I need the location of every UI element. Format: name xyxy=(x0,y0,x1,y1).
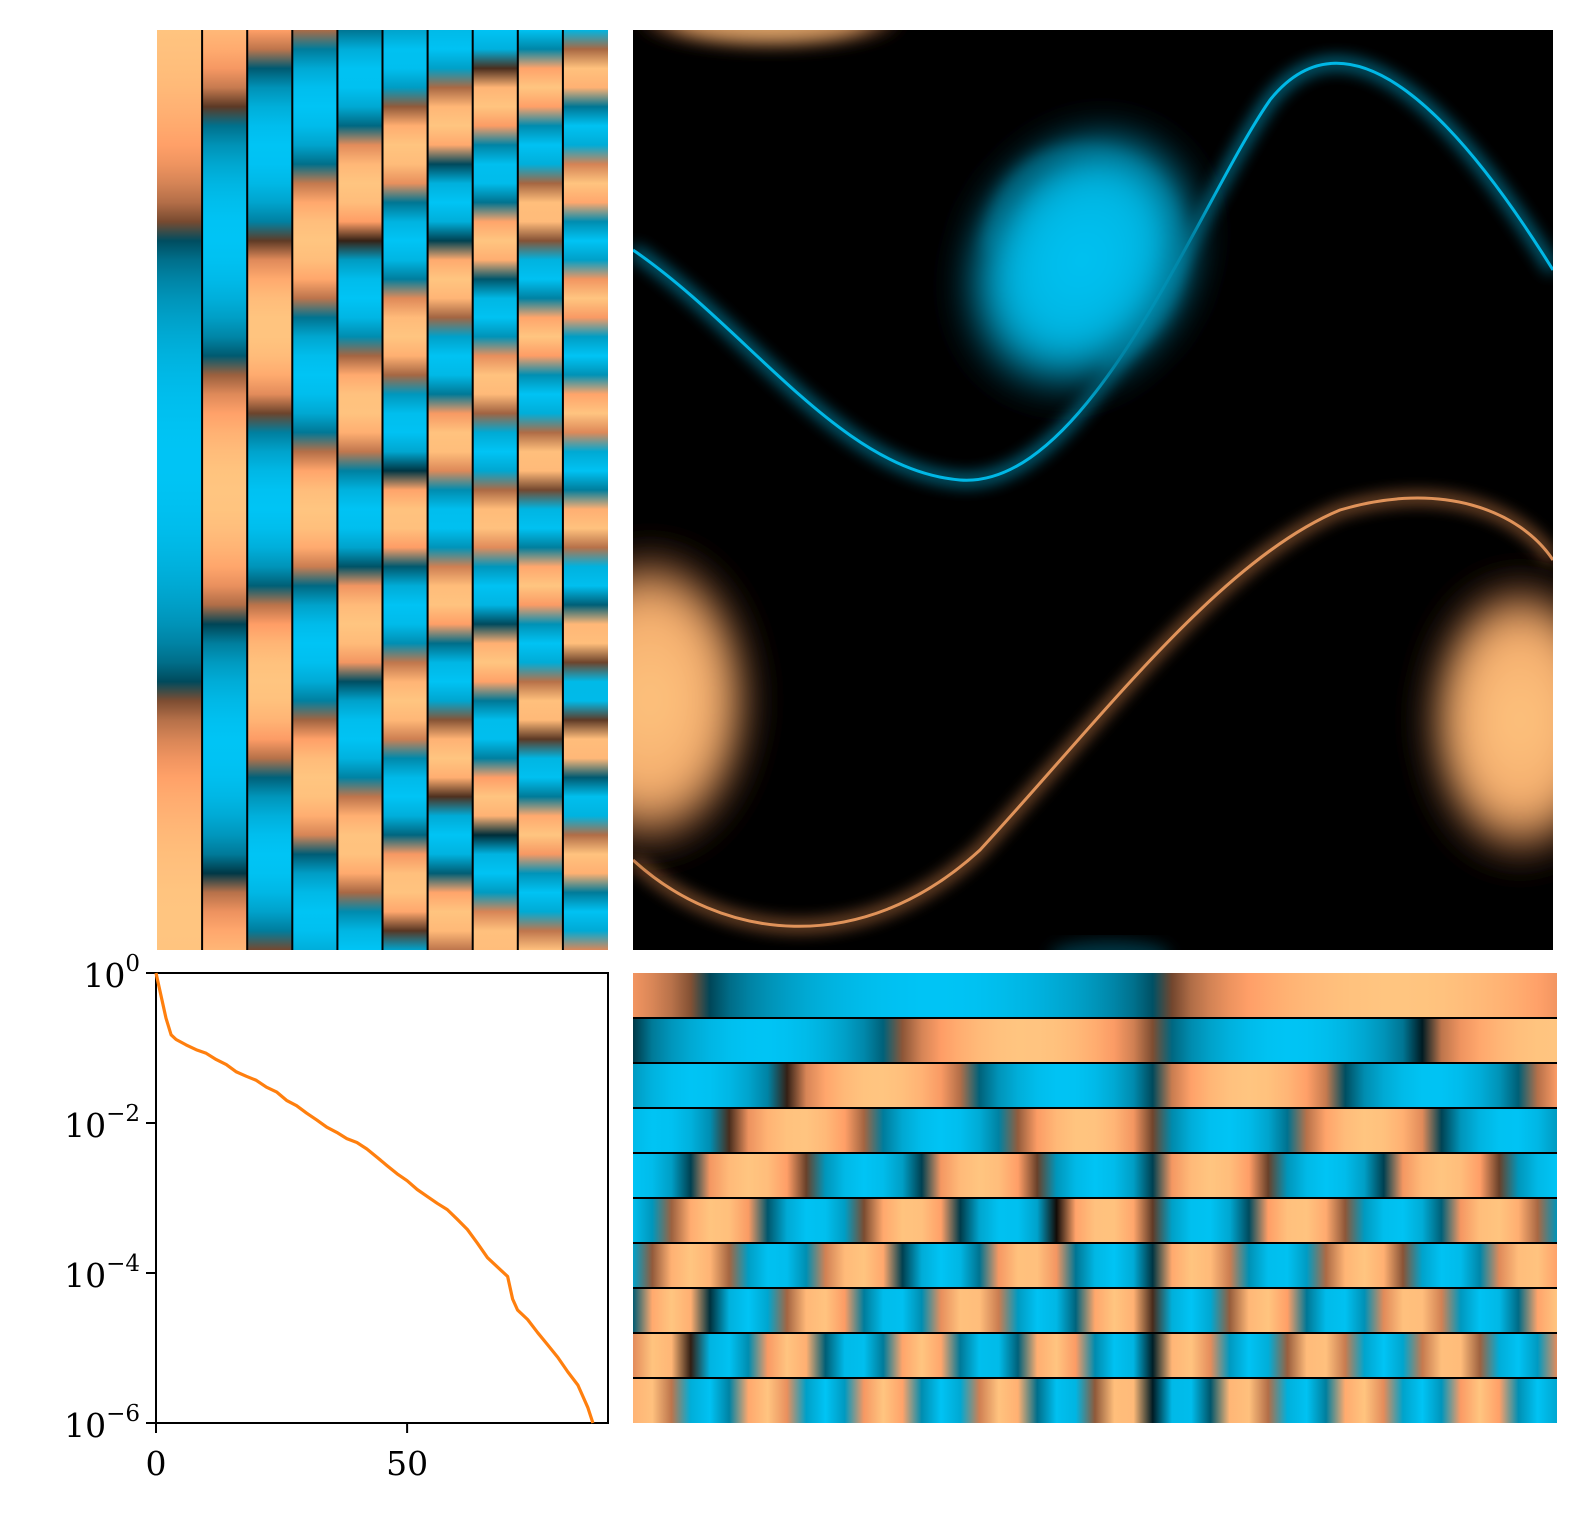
copper-top-blob xyxy=(638,30,902,50)
basis-mode-column xyxy=(337,30,383,950)
cyan-bottom-glow xyxy=(1053,941,1167,950)
copper-vortex-right xyxy=(1420,570,1553,870)
y-tick-label: 10−4 xyxy=(64,1251,140,1295)
basis-mode-column xyxy=(202,30,248,950)
copper-vortex-left xyxy=(633,540,760,860)
basis-mode-column xyxy=(472,30,518,950)
basis-mode-row xyxy=(633,1018,1557,1063)
basis-mode-column xyxy=(157,30,203,950)
basis-mode-row xyxy=(633,1063,1557,1108)
basis-mode-column xyxy=(517,30,563,950)
vortex-field-panel xyxy=(633,30,1553,950)
basis-mode-row xyxy=(633,1153,1557,1198)
basis-mode-column xyxy=(247,30,293,950)
basis-mode-row xyxy=(633,973,1557,1018)
x-tick-label: 0 xyxy=(146,1444,167,1483)
basis-mode-column xyxy=(427,30,473,950)
left-basis-panel xyxy=(157,30,608,950)
basis-mode-column xyxy=(292,30,338,950)
basis-mode-row xyxy=(633,1378,1557,1423)
plot-frame xyxy=(155,972,609,1424)
basis-mode-row xyxy=(633,1198,1557,1243)
basis-mode-row xyxy=(633,1108,1557,1153)
basis-mode-row xyxy=(633,1243,1557,1288)
basis-mode-column xyxy=(382,30,428,950)
basis-mode-row xyxy=(633,1333,1557,1378)
cyan-vortex xyxy=(955,118,1209,402)
copper-filament-core xyxy=(633,496,1553,928)
y-tick-label: 10−6 xyxy=(64,1401,140,1445)
right-basis-panel xyxy=(633,973,1557,1423)
y-tick-label: 100 xyxy=(83,951,140,995)
decay-chart: 100 10−2 10−4 10−60 50 xyxy=(64,951,609,1483)
decay-series-line xyxy=(154,972,595,1424)
basis-mode-row xyxy=(633,1288,1557,1333)
axis-ticks: 100 10−2 10−4 10−60 50 xyxy=(64,951,428,1483)
basis-mode-column xyxy=(562,30,608,950)
y-tick-label: 10−2 xyxy=(64,1101,140,1145)
x-tick-label: 50 xyxy=(386,1444,428,1483)
